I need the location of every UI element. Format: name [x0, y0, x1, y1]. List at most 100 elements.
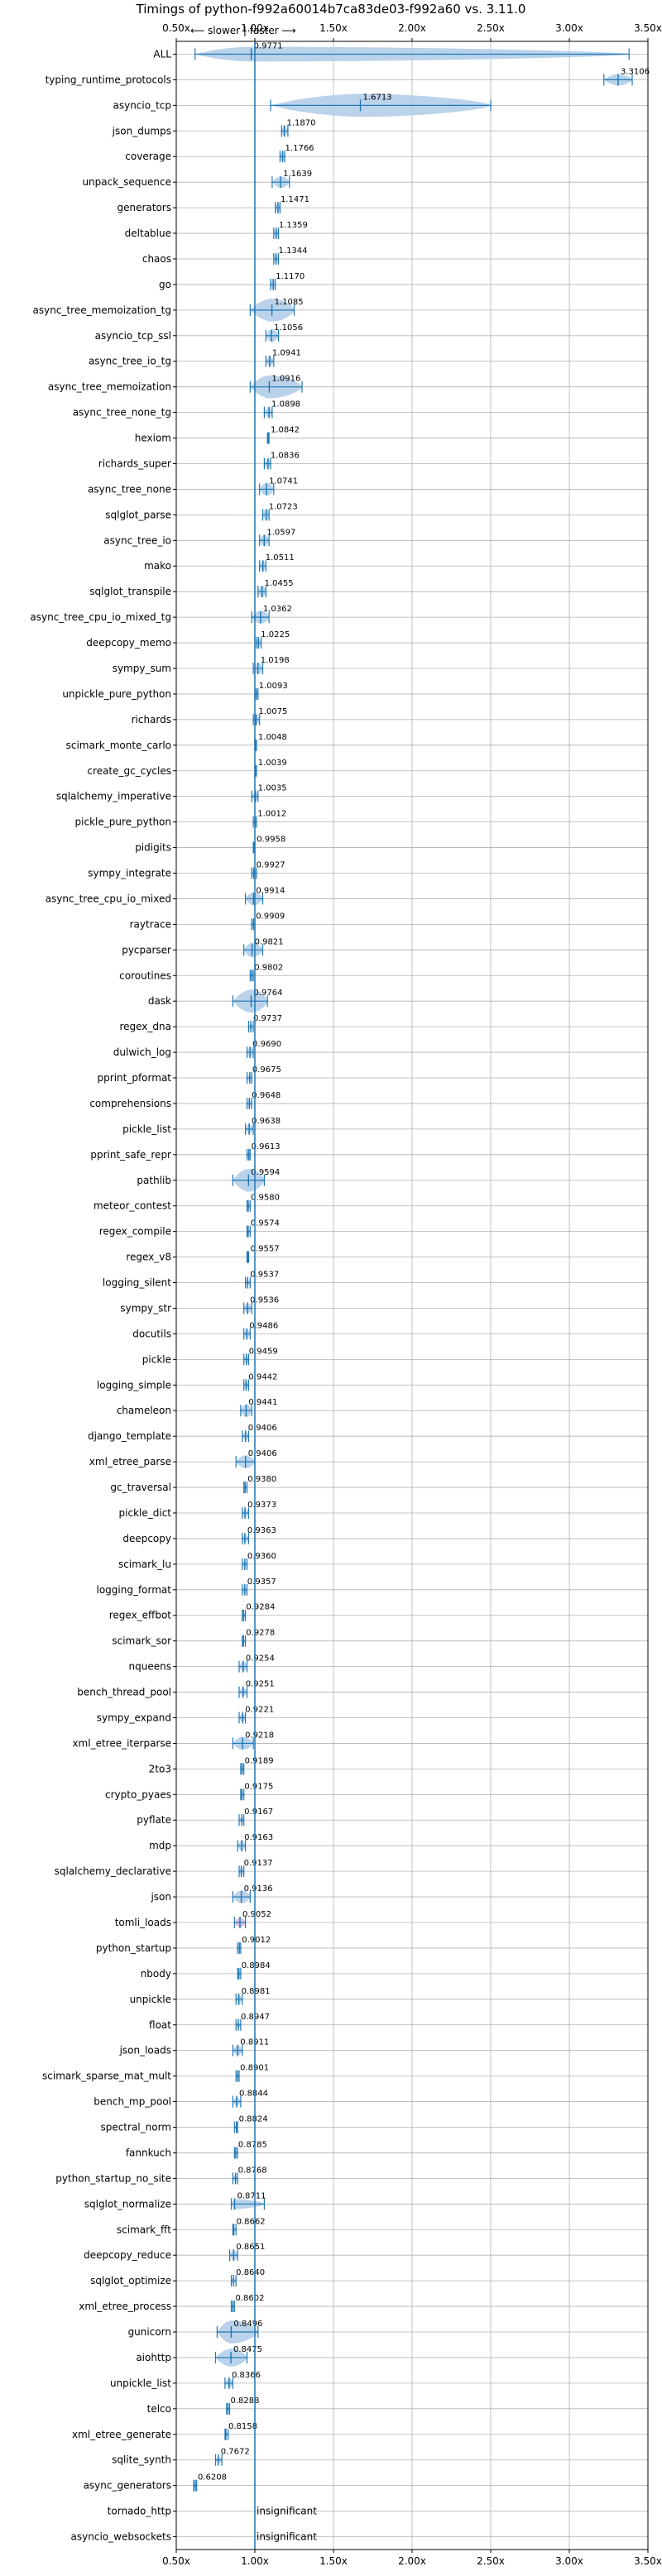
value-label-31: 0.9958: [257, 836, 285, 845]
value-label-29: 1.0035: [258, 784, 287, 793]
y-tick-label-33: async_tree_cpu_io_mixed: [46, 893, 171, 904]
value-label-1: 3.3106: [621, 67, 650, 76]
y-tick-label-15: hexiom: [135, 433, 171, 444]
x-tick-label-bottom-0: 0.50x: [162, 2555, 190, 2567]
chart-title: Timings of python-f992a60014b7ca83de03-f…: [136, 2, 526, 17]
value-label-71: 0.9137: [244, 1859, 273, 1868]
y-tick-label-77: float: [149, 2019, 171, 2031]
y-tick-label-87: sqlglot_optimize: [90, 2275, 171, 2286]
value-label-0: 0.9771: [254, 41, 283, 50]
y-tick-label-23: deepcopy_memo: [86, 637, 171, 649]
value-label-59: 0.9360: [247, 1552, 276, 1561]
y-tick-label-76: unpickle: [130, 1994, 171, 2005]
y-tick-label-6: generators: [117, 202, 171, 213]
y-tick-label-73: tomli_loads: [115, 1917, 171, 1928]
value-label-7: 1.1359: [279, 221, 308, 230]
value-label-85: 0.8662: [237, 2217, 266, 2226]
value-label-28: 1.0039: [258, 759, 287, 768]
value-label-18: 1.0723: [269, 502, 298, 511]
value-label-92: 0.8288: [230, 2396, 259, 2406]
y-tick-label-16: richards_super: [98, 457, 171, 469]
y-tick-label-49: sympy_str: [120, 1302, 171, 1314]
value-label-17: 1.0741: [269, 476, 298, 486]
x-tick-label-top-6: 3.50x: [634, 22, 662, 34]
y-tick-label-9: go: [159, 279, 171, 290]
value-label-36: 0.9802: [254, 963, 283, 972]
y-tick-label-13: async_tree_memoization: [48, 381, 171, 393]
value-label-87: 0.8640: [236, 2268, 265, 2277]
value-label-14: 1.0898: [271, 400, 300, 409]
y-tick-label-74: python_startup: [96, 1942, 171, 1954]
y-tick-label-93: xml_etree_generate: [72, 2429, 171, 2440]
y-tick-label-79: scimark_sparse_mat_mult: [42, 2071, 171, 2082]
y-tick-label-59: scimark_lu: [118, 1559, 171, 1570]
value-label-90: 0.8475: [233, 2345, 262, 2354]
value-label-60: 0.9357: [247, 1578, 276, 1587]
y-tick-label-7: deltablue: [125, 227, 171, 239]
y-tick-label-70: mdp: [149, 1840, 171, 1851]
value-label-45: 0.9580: [251, 1194, 280, 1203]
y-tick-label-35: pycparser: [122, 944, 171, 955]
value-label-82: 0.8785: [238, 2140, 267, 2149]
value-label-4: 1.1766: [285, 144, 314, 153]
value-label-94: 0.7672: [221, 2448, 250, 2457]
x-tick-label-bottom-5: 3.00x: [555, 2555, 583, 2567]
value-label-21: 1.0455: [265, 579, 294, 588]
y-tick-label-24: sympy_sum: [113, 663, 171, 674]
y-tick-label-91: unpickle_list: [110, 2377, 171, 2389]
value-label-83: 0.8768: [238, 2166, 267, 2175]
value-label-89: 0.8496: [233, 2320, 262, 2329]
x-tick-label-bottom-2: 1.50x: [319, 2555, 348, 2567]
y-tick-label-47: regex_v8: [126, 1252, 171, 1263]
y-tick-label-83: python_startup_no_site: [55, 2172, 171, 2184]
y-tick-label-17: async_tree_none: [88, 483, 171, 495]
y-tick-label-39: dulwich_log: [113, 1046, 171, 1058]
y-tick-label-3: json_dumps: [112, 125, 171, 136]
value-label-47: 0.9557: [251, 1245, 280, 1254]
y-tick-label-27: scimark_monte_carlo: [66, 740, 171, 751]
value-label-10: 1.1085: [275, 298, 304, 307]
value-label-58: 0.9363: [247, 1526, 276, 1535]
y-tick-label-30: pickle_pure_python: [75, 816, 171, 828]
value-label-49: 0.9536: [250, 1295, 279, 1305]
y-tick-label-82: fannkuch: [126, 2147, 171, 2158]
value-label-68: 0.9175: [244, 1782, 273, 1791]
value-label-80: 0.8844: [239, 2090, 268, 2099]
y-tick-label-41: comprehensions: [89, 1098, 171, 1109]
value-label-39: 0.9690: [252, 1040, 281, 1049]
y-tick-label-1: typing_runtime_protocols: [46, 74, 171, 85]
y-tick-label-32: sympy_integrate: [88, 868, 171, 879]
y-tick-label-75: nbody: [141, 1968, 171, 1980]
value-label-6: 1.1471: [281, 195, 309, 204]
value-label-25: 1.0093: [259, 682, 288, 691]
annotation-97: insignificant: [257, 2531, 317, 2543]
value-label-42: 0.9638: [252, 1117, 281, 1126]
y-tick-label-11: asyncio_tcp_ssl: [95, 330, 171, 342]
y-tick-label-78: json_loads: [119, 2045, 171, 2056]
value-label-95: 0.6208: [198, 2473, 227, 2483]
value-label-35: 0.9821: [255, 937, 284, 946]
value-label-74: 0.9012: [242, 1936, 271, 1945]
value-label-52: 0.9442: [248, 1372, 277, 1381]
value-label-2: 1.6713: [363, 93, 392, 102]
value-label-72: 0.9136: [244, 1884, 273, 1894]
y-tick-label-63: nqueens: [129, 1661, 171, 1673]
x-tick-label-top-0: 0.50x: [162, 22, 190, 34]
value-label-41: 0.9648: [252, 1091, 281, 1100]
value-label-34: 0.9909: [256, 912, 285, 921]
y-tick-label-8: chaos: [142, 253, 171, 265]
value-label-33: 0.9914: [256, 886, 285, 895]
x-tick-label-top-5: 3.00x: [555, 22, 583, 34]
value-label-9: 1.1170: [276, 272, 305, 281]
annotation-96: insignificant: [257, 2506, 317, 2517]
direction-separator: |: [242, 25, 247, 36]
value-label-27: 1.0048: [258, 733, 287, 742]
y-tick-label-68: crypto_pyaes: [105, 1788, 171, 1800]
value-label-15: 1.0842: [271, 426, 300, 435]
value-label-16: 1.0836: [271, 451, 300, 460]
direction-faster-label: faster ⟶: [249, 25, 296, 36]
value-label-57: 0.9373: [247, 1501, 276, 1510]
value-label-91: 0.8366: [232, 2371, 261, 2380]
value-label-22: 1.0362: [263, 605, 292, 614]
y-tick-label-0: ALL: [153, 48, 171, 60]
